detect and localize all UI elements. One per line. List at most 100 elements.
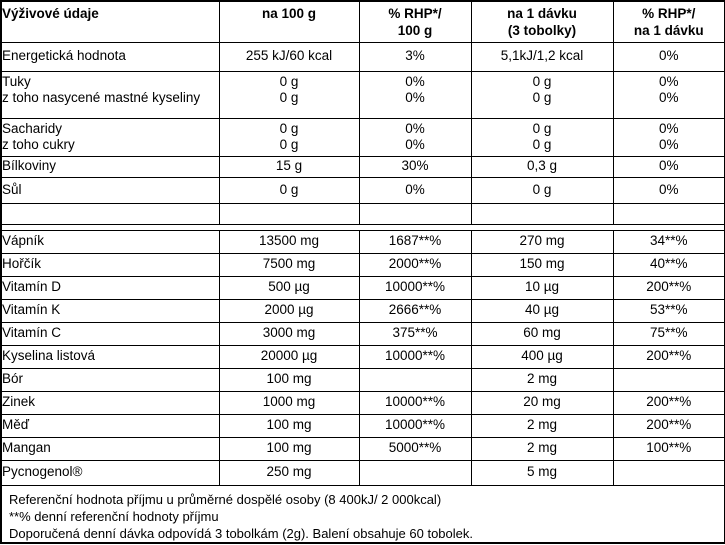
table-row-pycnogenol: Pycnogenol® 250 mg 5 mg — [0, 459, 725, 486]
value-per-100g: 1000 mg — [218, 390, 360, 415]
value-per-dose: 0 g 0 g — [470, 70, 614, 119]
value-per-dose: 5 mg — [470, 459, 614, 486]
value-per-dose: 20 mg — [470, 390, 614, 415]
value-per-dose: 2 mg — [470, 367, 614, 392]
table-row-energy: Energetická hodnota 255 kJ/60 kcal 3% 5,… — [0, 41, 725, 72]
value-per-dose: 0,3 g — [470, 155, 614, 178]
value-rhp-dose: 200**% — [612, 275, 725, 300]
value-rhp-dose — [612, 367, 725, 392]
table-row-carbohydrates: Sacharidy z toho cukry 0 g 0 g 0% 0% 0 g… — [0, 117, 725, 157]
value-per-100g: 255 kJ/60 kcal — [218, 41, 360, 72]
nutrient-label — [0, 202, 220, 225]
nutrient-label: Kyselina listová — [0, 344, 220, 369]
header-row: Výživové údaje na 100 g % RHP*/ 100 g na… — [0, 0, 725, 43]
value-rhp-dose: 200**% — [612, 413, 725, 438]
value-per-dose: 0 g — [470, 176, 614, 204]
value-rhp-100g: 10000**% — [358, 275, 472, 300]
value-per-dose: 150 mg — [470, 252, 614, 277]
header-rhp-per-100g: % RHP*/ 100 g — [358, 0, 472, 43]
table-row-salt: Sůl 0 g 0% 0 g 0% — [0, 176, 725, 204]
value-per-100g: 2000 µg — [218, 298, 360, 323]
value-per-100g: 13500 mg — [218, 229, 360, 254]
value-rhp-dose: 200**% — [612, 390, 725, 415]
nutrient-label: Vápník — [0, 229, 220, 254]
value-per-100g: 20000 µg — [218, 344, 360, 369]
value-per-100g: 100 mg — [218, 436, 360, 461]
value-rhp-100g: 10000**% — [358, 344, 472, 369]
value-per-dose: 60 mg — [470, 321, 614, 346]
value-rhp-100g: 0% 0% — [358, 117, 472, 157]
value-rhp-100g: 375**% — [358, 321, 472, 346]
value-per-100g: 500 µg — [218, 275, 360, 300]
table-row-magnesium: Hořčík 7500 mg 2000**% 150 mg 40**% — [0, 252, 725, 277]
table-row-protein: Bílkoviny 15 g 30% 0,3 g 0% — [0, 155, 725, 178]
header-per-100g: na 100 g — [218, 0, 360, 43]
value-per-100g: 250 mg — [218, 459, 360, 486]
value-rhp-100g — [358, 459, 472, 486]
table-row-copper: Měď 100 mg 10000**% 2 mg 200**% — [0, 413, 725, 438]
nutrient-label: Pycnogenol® — [0, 459, 220, 486]
value-per-dose: 5,1kJ/1,2 kcal — [470, 41, 614, 72]
value-per-100g: 3000 mg — [218, 321, 360, 346]
table-row-vitamin-c: Vitamín C 3000 mg 375**% 60 mg 75**% — [0, 321, 725, 346]
value-per-100g — [218, 202, 360, 225]
value-rhp-dose: 100**% — [612, 436, 725, 461]
value-rhp-dose: 75**% — [612, 321, 725, 346]
value-per-100g: 0 g — [218, 176, 360, 204]
table-row-spacer — [0, 202, 725, 225]
nutrient-label: Mangan — [0, 436, 220, 461]
nutrient-label: Bílkoviny — [0, 155, 220, 178]
value-per-100g: 100 mg — [218, 367, 360, 392]
value-rhp-100g: 30% — [358, 155, 472, 178]
value-per-dose: 400 µg — [470, 344, 614, 369]
value-rhp-dose — [612, 202, 725, 225]
table-row-folic-acid: Kyselina listová 20000 µg 10000**% 400 µ… — [0, 344, 725, 369]
value-rhp-100g: 0% — [358, 176, 472, 204]
value-rhp-dose — [612, 459, 725, 486]
nutrient-label: Měď — [0, 413, 220, 438]
value-per-100g: 7500 mg — [218, 252, 360, 277]
value-rhp-dose: 40**% — [612, 252, 725, 277]
table-row-vitamin-d: Vitamín D 500 µg 10000**% 10 µg 200**% — [0, 275, 725, 300]
value-rhp-dose: 0% — [612, 155, 725, 178]
value-per-dose: 10 µg — [470, 275, 614, 300]
value-rhp-100g: 3% — [358, 41, 472, 72]
nutrient-label: Energetická hodnota — [0, 41, 220, 72]
value-rhp-dose: 0% 0% — [612, 70, 725, 119]
table-row-vitamin-k: Vitamín K 2000 µg 2666**% 40 µg 53**% — [0, 298, 725, 323]
value-per-dose: 40 µg — [470, 298, 614, 323]
nutrient-label: Sacharidy z toho cukry — [0, 117, 220, 157]
value-rhp-dose: 200**% — [612, 344, 725, 369]
nutrient-label: Zinek — [0, 390, 220, 415]
value-per-dose: 0 g 0 g — [470, 117, 614, 157]
value-rhp-dose: 53**% — [612, 298, 725, 323]
value-per-100g: 100 mg — [218, 413, 360, 438]
header-rhp-per-dose: % RHP*/ na 1 dávku — [612, 0, 725, 43]
header-per-dose: na 1 dávku (3 tobolky) — [470, 0, 614, 43]
value-rhp-dose: 34**% — [612, 229, 725, 254]
value-rhp-100g: 0% 0% — [358, 70, 472, 119]
nutrient-label: Hořčík — [0, 252, 220, 277]
value-rhp-100g: 10000**% — [358, 390, 472, 415]
table-row-manganese: Mangan 100 mg 5000**% 2 mg 100**% — [0, 436, 725, 461]
value-per-dose: 2 mg — [470, 436, 614, 461]
footnotes-row: Referenční hodnota příjmu u průměrné dos… — [0, 484, 725, 544]
value-rhp-100g: 5000**% — [358, 436, 472, 461]
table-row-fats: Tuky z toho nasycené mastné kyseliny 0 g… — [0, 70, 725, 119]
value-rhp-dose: 0% — [612, 41, 725, 72]
value-rhp-100g: 10000**% — [358, 413, 472, 438]
table-row-boron: Bór 100 mg 2 mg — [0, 367, 725, 392]
value-rhp-dose: 0% 0% — [612, 117, 725, 157]
table-row-calcium: Vápník 13500 mg 1687**% 270 mg 34**% — [0, 229, 725, 254]
value-rhp-100g: 1687**% — [358, 229, 472, 254]
value-per-dose — [470, 202, 614, 225]
nutrient-label: Bór — [0, 367, 220, 392]
nutrient-label: Sůl — [0, 176, 220, 204]
footnote-daily-reference: **% denní referenční hodnoty příjmu — [9, 508, 219, 524]
value-rhp-100g — [358, 367, 472, 392]
footnote-recommended-dose: Doporučená denní dávka odpovídá 3 tobolk… — [9, 525, 473, 541]
value-per-dose: 270 mg — [470, 229, 614, 254]
value-per-100g: 0 g 0 g — [218, 70, 360, 119]
nutrient-label: Tuky z toho nasycené mastné kyseliny — [0, 70, 220, 119]
